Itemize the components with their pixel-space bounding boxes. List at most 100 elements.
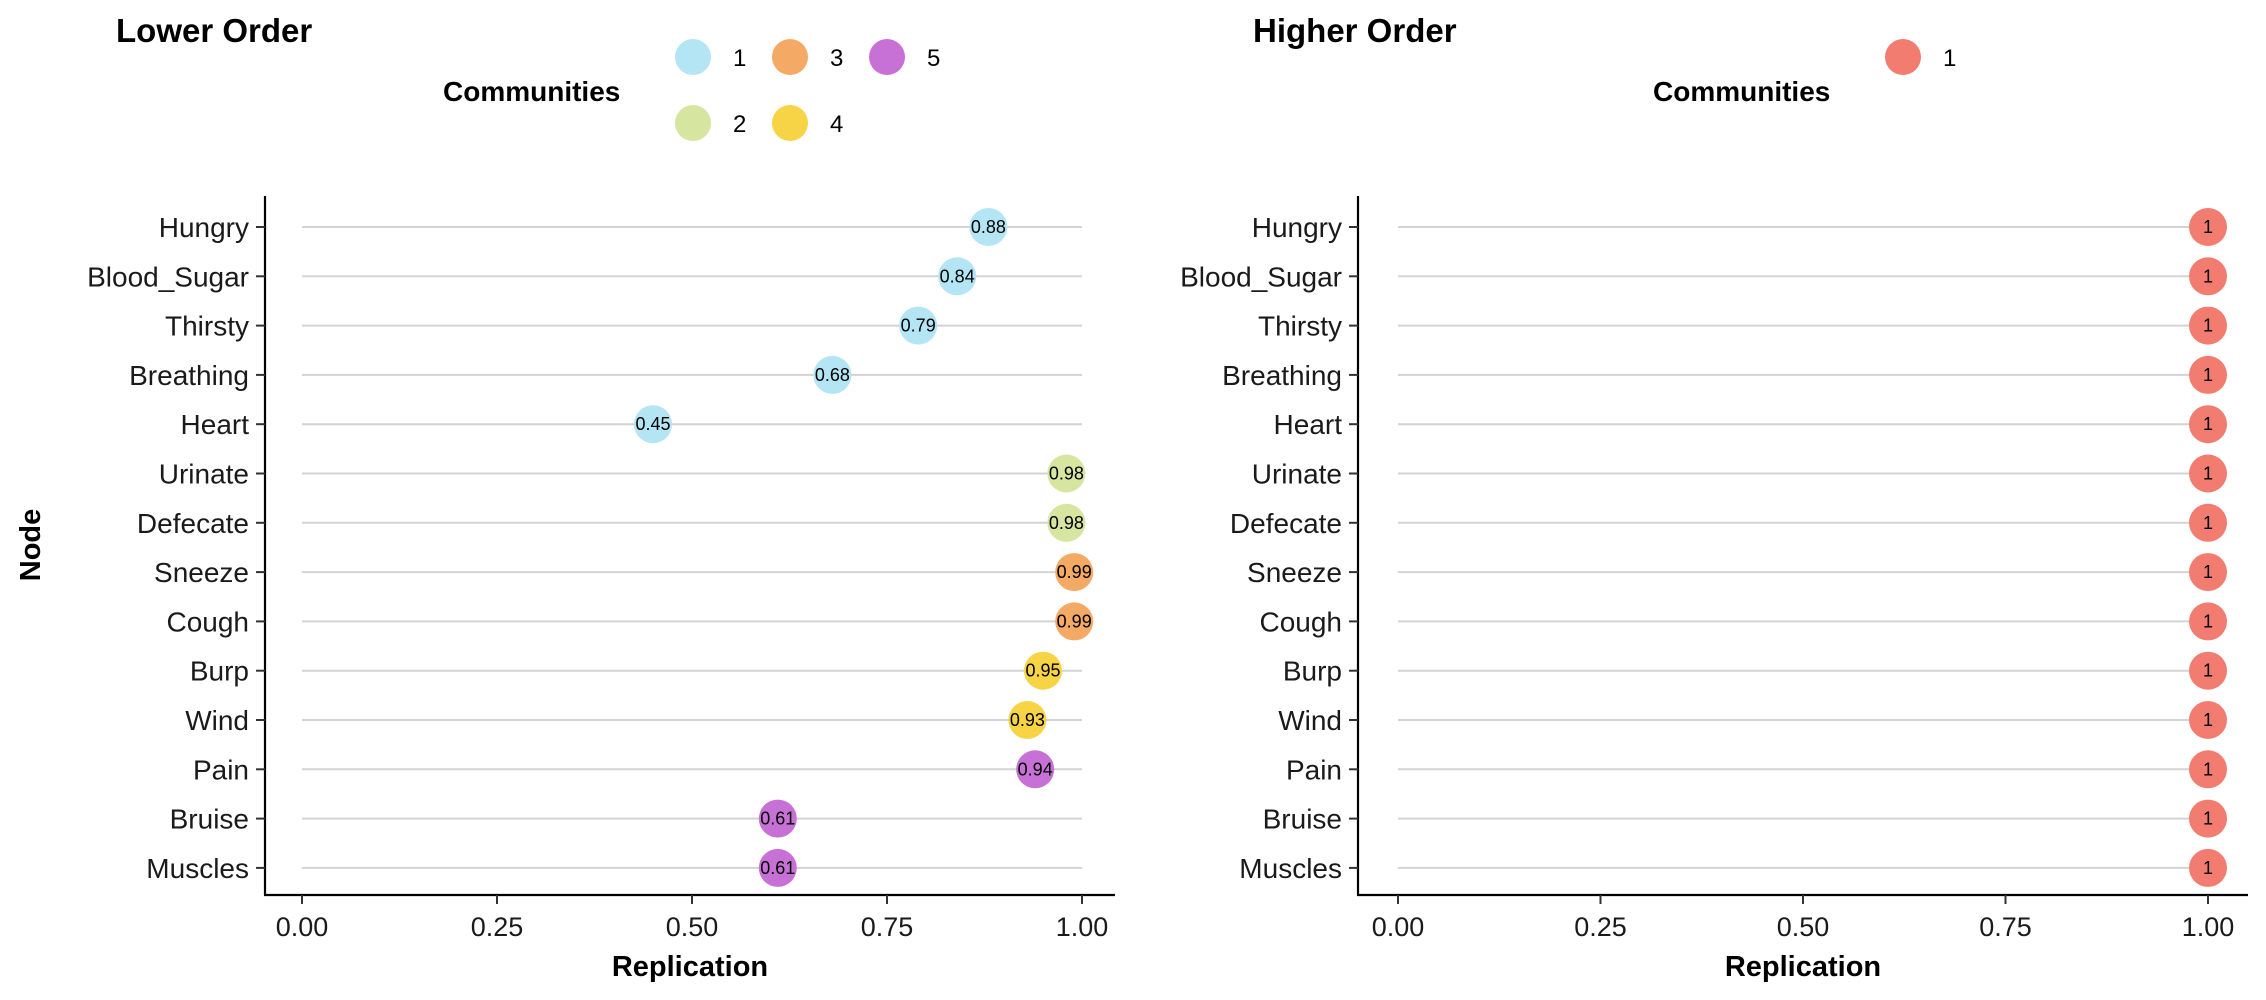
y-label-Muscles: Muscles xyxy=(146,853,249,884)
point-label-Defecate: 1 xyxy=(2203,513,2213,533)
point-label-Cough: 1 xyxy=(2203,611,2213,631)
higher-order-x-axis-title: Replication xyxy=(1725,951,1881,983)
higher-order-legend: Communities 1 xyxy=(1653,39,1956,107)
lower-order-panel: Lower Order Communities 1 2 3 4 5 Hungry Bloo… xyxy=(15,12,1115,983)
point-Pain xyxy=(1016,750,1055,789)
legend-key-2 xyxy=(675,105,711,141)
y-label-Pain: Pain xyxy=(1286,754,1342,785)
higher-order-panel: Higher Order Communities 1 Hungry Blood_S… xyxy=(1180,12,2248,983)
y-label-Wind: Wind xyxy=(185,705,249,736)
point-label-Breathing: 0.68 xyxy=(815,365,850,385)
y-label-Heart: Heart xyxy=(181,409,250,440)
point-label-Muscles: 0.61 xyxy=(760,858,795,878)
y-label-Hungry: Hungry xyxy=(1252,212,1342,243)
y-label-Blood_Sugar: Blood_Sugar xyxy=(1180,261,1342,292)
point-label-Breathing: 1 xyxy=(2203,365,2213,385)
lower-order-title: Lower Order xyxy=(116,12,312,49)
point-label-Wind: 1 xyxy=(2203,710,2213,730)
point-Burp xyxy=(2189,651,2227,690)
legend-key-1 xyxy=(1885,39,1921,75)
point-label-Blood_Sugar: 1 xyxy=(2203,266,2213,286)
higher-order-gridlines xyxy=(1398,226,2208,869)
lower-order-legend: Communities 1 2 3 4 5 xyxy=(443,39,940,141)
point-label-Heart: 1 xyxy=(2203,414,2213,434)
point-label-Defecate: 0.98 xyxy=(1049,513,1084,533)
point-label-Hungry: 0.88 xyxy=(971,217,1006,237)
point-label-Bruise: 0.61 xyxy=(760,809,795,829)
point-label-Sneeze: 0.99 xyxy=(1057,562,1092,582)
y-label-Bruise: Bruise xyxy=(170,804,249,835)
point-Sneeze xyxy=(1055,553,1094,592)
point-Heart xyxy=(634,405,672,444)
point-Wind xyxy=(2189,701,2227,739)
point-label-Bruise: 1 xyxy=(2203,809,2213,829)
point-Burp xyxy=(1024,651,1062,690)
lower-order-y-categories: Hungry Blood_Sugar Thirsty Breathing Heart Ur… xyxy=(87,212,265,884)
point-Defecate xyxy=(1047,503,1086,542)
y-label-Thirsty: Thirsty xyxy=(165,311,249,342)
y-label-Sneeze: Sneeze xyxy=(154,557,249,588)
point-label-Urinate: 1 xyxy=(2203,464,2213,484)
lower-order-gridlines xyxy=(302,226,1082,869)
point-Bruise xyxy=(758,799,797,838)
point-label-Hungry: 1 xyxy=(2203,217,2213,237)
point-label-Burp: 0.95 xyxy=(1025,661,1060,681)
point-label-Thirsty: 0.79 xyxy=(901,316,936,336)
point-label-Muscles: 1 xyxy=(2203,858,2213,878)
lower-order-x-ticks: 0.00 0.25 0.50 0.75 1.00 xyxy=(276,895,1108,942)
y-label-Burp: Burp xyxy=(190,656,249,687)
y-label-Defecate: Defecate xyxy=(1230,508,1342,539)
legend-key-1 xyxy=(675,39,711,75)
point-label-Urinate: 0.98 xyxy=(1049,464,1084,484)
lower-order-y-axis-title: Node xyxy=(15,509,47,582)
point-Cough xyxy=(1055,602,1094,641)
x-tick-label-0.50: 0.50 xyxy=(666,912,719,942)
lower-order-points: 0.88 0.84 0.79 0.68 0.45 0.98 0.98 0.99 0.99 0.95… xyxy=(634,208,1094,887)
y-label-Cough: Cough xyxy=(1259,606,1342,637)
y-label-Burp: Burp xyxy=(1283,656,1342,687)
y-label-Bruise: Bruise xyxy=(1263,804,1342,835)
legend-label-1: 1 xyxy=(1943,45,1956,72)
higher-order-points: 1 1 1 1 1 1 1 1 1 1 1 1 1 1 xyxy=(2189,208,2227,887)
point-Wind xyxy=(1008,701,1047,739)
point-Urinate xyxy=(1047,454,1086,493)
x-tick-label-0.50: 0.50 xyxy=(1777,912,1830,942)
lower-order-legend-title: Communities xyxy=(443,76,620,107)
lower-order-x-axis-title: Replication xyxy=(612,951,768,983)
x-tick-label-1.00: 1.00 xyxy=(2182,912,2235,942)
point-Thirsty xyxy=(899,306,938,345)
point-label-Pain: 1 xyxy=(2203,759,2213,779)
point-Bruise xyxy=(2189,799,2227,838)
point-Blood_Sugar xyxy=(2189,257,2227,296)
point-label-Thirsty: 1 xyxy=(2203,316,2213,336)
legend-label-5: 5 xyxy=(927,45,940,72)
y-label-Cough: Cough xyxy=(166,606,249,637)
point-Hungry xyxy=(969,208,1008,246)
x-tick-label-0.75: 0.75 xyxy=(861,912,914,942)
legend-label-3: 3 xyxy=(830,45,843,72)
point-Blood_Sugar xyxy=(938,257,977,296)
y-label-Breathing: Breathing xyxy=(1222,360,1342,391)
y-label-Heart: Heart xyxy=(1274,409,1343,440)
legend-label-1: 1 xyxy=(733,45,746,72)
x-tick-label-0.00: 0.00 xyxy=(1372,912,1425,942)
point-label-Burp: 1 xyxy=(2203,661,2213,681)
point-Breathing xyxy=(2189,355,2227,394)
legend-label-4: 4 xyxy=(830,111,843,138)
point-label-Sneeze: 1 xyxy=(2203,562,2213,582)
y-label-Hungry: Hungry xyxy=(159,212,249,243)
legend-key-4 xyxy=(772,105,808,141)
point-Breathing xyxy=(813,355,852,394)
y-label-Wind: Wind xyxy=(1278,705,1342,736)
legend-label-2: 2 xyxy=(733,111,746,138)
point-Muscles xyxy=(2189,848,2227,887)
y-label-Muscles: Muscles xyxy=(1239,853,1342,884)
y-label-Breathing: Breathing xyxy=(129,360,249,391)
point-Defecate xyxy=(2189,503,2227,542)
point-Hungry xyxy=(2189,208,2227,246)
legend-key-5 xyxy=(869,39,905,75)
y-label-Urinate: Urinate xyxy=(159,459,249,490)
higher-order-title: Higher Order xyxy=(1253,12,1457,49)
point-Urinate xyxy=(2189,454,2227,493)
x-tick-label-0.25: 0.25 xyxy=(471,912,524,942)
